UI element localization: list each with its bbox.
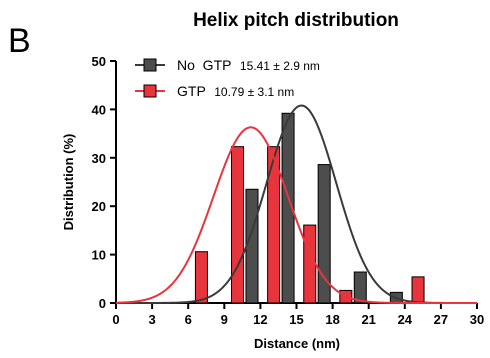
x-tick-label: 6 (185, 312, 192, 327)
x-tick-label: 3 (148, 312, 155, 327)
legend-text-gtp: GTP 10.79 ± 3.1 nm (177, 83, 294, 100)
y-tick-label: 50 (92, 54, 106, 69)
x-tick-label: 12 (253, 312, 267, 327)
bar-no-gtp (353, 271, 367, 304)
legend-label-no-gtp: No GTP (177, 57, 231, 73)
x-tick-label: 30 (470, 312, 484, 327)
x-tick-label: 24 (398, 312, 413, 327)
y-tick-label: 10 (92, 248, 106, 263)
y-tick-label: 0 (99, 296, 106, 311)
panel-letter: B (8, 22, 31, 60)
y-ticks: 0 10 20 30 40 50 (92, 54, 116, 311)
x-tick-label: 0 (112, 312, 119, 327)
y-axis-label: Distribution (%) (61, 134, 76, 231)
x-tick-label: 15 (289, 312, 303, 327)
bar-gtp (267, 146, 281, 304)
bar-no-gtp (281, 112, 295, 304)
x-ticks: 0 3 6 9 12 15 18 21 24 27 30 (112, 303, 484, 327)
axes (115, 61, 477, 304)
y-tick-label: 20 (92, 199, 106, 214)
legend-text-no-gtp: No GTP 15.41 ± 2.9 nm (177, 57, 320, 74)
histogram-bars (194, 112, 425, 304)
y-tick-label: 40 (92, 102, 106, 117)
legend-stat-no-gtp: 15.41 ± 2.9 nm (240, 59, 320, 73)
x-tick-label: 27 (434, 312, 448, 327)
y-tick-label: 30 (92, 151, 106, 166)
bar-gtp (411, 276, 425, 304)
fit-curve-no-gtp (116, 104, 477, 304)
bar-no-gtp (317, 164, 331, 304)
x-axis-label: Distance (nm) (254, 336, 340, 351)
legend-swatch-gtp (143, 84, 157, 98)
gaussian-fits (115, 104, 477, 304)
chart-title: Helix pitch distribution (193, 10, 399, 31)
bar-gtp (194, 251, 208, 304)
x-tick-label: 18 (325, 312, 339, 327)
bar-no-gtp (245, 188, 259, 304)
fit-curve-gtp (115, 126, 477, 304)
legend-stat-gtp: 10.79 ± 3.1 nm (214, 85, 294, 99)
x-tick-label: 9 (221, 312, 228, 327)
legend-label-gtp: GTP (177, 83, 206, 99)
legend-entry-gtp: GTP 10.79 ± 3.1 nm (135, 83, 294, 100)
x-tick-label: 21 (361, 312, 375, 327)
bar-gtp (303, 224, 317, 304)
legend-entry-no-gtp: No GTP 15.41 ± 2.9 nm (135, 57, 320, 74)
bar-gtp (231, 146, 245, 304)
legend: No GTP 15.41 ± 2.9 nm GTP 10.79 ± 3.1 nm (135, 57, 320, 100)
legend-swatch-no-gtp (143, 58, 157, 72)
